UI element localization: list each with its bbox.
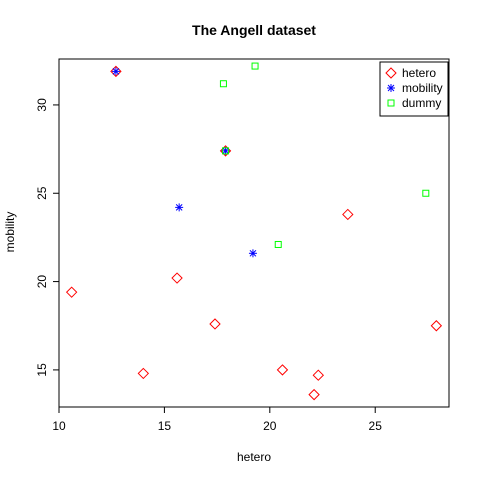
y-tick-label: 15 xyxy=(35,363,49,377)
legend-marker-mobility xyxy=(387,84,395,92)
x-axis-label: hetero xyxy=(237,450,271,464)
y-tick-label: 25 xyxy=(35,186,49,200)
point-mobility xyxy=(111,67,120,76)
point-mobility xyxy=(175,203,184,212)
point-hetero xyxy=(65,286,78,298)
y-axis-label: mobility xyxy=(3,212,17,253)
x-tick-label: 25 xyxy=(369,419,383,433)
point-hetero xyxy=(110,65,122,78)
legend-label-hetero: hetero xyxy=(402,66,436,80)
point-dummy xyxy=(219,80,227,88)
x-axis: 10 15 20 25 xyxy=(52,406,383,433)
point-mobility xyxy=(248,249,257,258)
point-dummy xyxy=(251,62,259,70)
legend-label-mobility: mobility xyxy=(402,81,443,95)
x-tick-label: 20 xyxy=(263,419,277,433)
x-tick-label: 15 xyxy=(158,419,172,433)
chart-title: The Angell dataset xyxy=(192,22,316,38)
point-dummy xyxy=(274,240,282,248)
point-hetero xyxy=(137,367,150,380)
point-hetero xyxy=(308,388,320,401)
legend-marker-dummy xyxy=(387,99,395,107)
point-hetero xyxy=(430,320,443,332)
y-tick-label: 30 xyxy=(35,98,49,112)
point-hetero xyxy=(342,208,354,221)
point-hetero xyxy=(209,318,221,330)
x-tick-label: 10 xyxy=(52,419,66,433)
point-dummy xyxy=(422,189,430,197)
legend-marker-hetero xyxy=(385,67,397,79)
y-tick-label: 20 xyxy=(35,275,49,289)
point-dummy xyxy=(222,147,230,155)
data-points xyxy=(65,62,443,401)
legend-label-dummy: dummy xyxy=(402,96,441,110)
y-axis: 15 20 25 30 xyxy=(35,98,60,377)
point-hetero xyxy=(276,364,289,376)
point-hetero xyxy=(171,272,183,284)
point-hetero xyxy=(312,369,325,381)
